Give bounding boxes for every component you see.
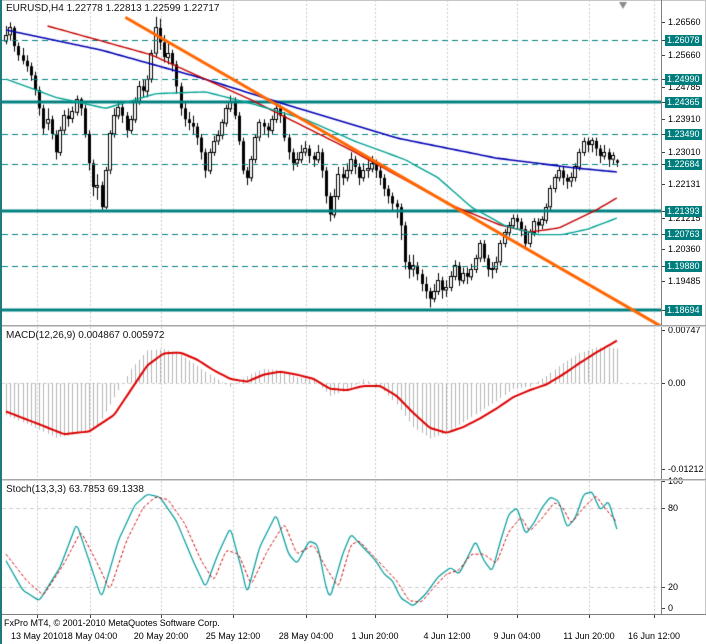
window-left-border [0, 0, 2, 644]
stoch-tick-label: 100 [668, 476, 684, 486]
panel-resize-separator[interactable] [0, 325, 706, 327]
time-tick-mark [589, 615, 590, 618]
price-tick-label: 1.21215 [668, 213, 701, 223]
price-tick-label: 1.24785 [668, 82, 701, 92]
price-tick-label: 1.26560 [668, 17, 701, 27]
time-tick-label: 1 Jun 20:00 [351, 631, 399, 641]
time-tick-label: 28 May 04:00 [278, 631, 334, 641]
copyright-text: FxPro MT4, © 2001-2010 MetaQuotes Softwa… [4, 618, 220, 628]
price-level-label: 1.21393 [665, 206, 702, 217]
scale-tick-mark [662, 184, 665, 185]
price-tick-label: 1.23910 [668, 114, 701, 124]
scale-tick-mark [662, 234, 665, 235]
scale-tick-mark [662, 281, 665, 282]
time-tick-mark [233, 615, 234, 618]
price-tick-label: 1.22131 [668, 179, 701, 189]
price-level-label: 1.22684 [665, 159, 702, 170]
scale-tick-mark [662, 152, 665, 153]
time-tick-mark [654, 615, 655, 618]
price-level-label: 1.19880 [665, 261, 702, 272]
scale-tick-mark [662, 211, 665, 212]
scale-tick-mark [662, 481, 665, 482]
macd-tick-label: -0.01212 [668, 464, 704, 474]
scale-tick-mark [662, 608, 665, 609]
macd-panel-title: MACD(12,26,9) 0.004867 0.005972 [6, 330, 165, 341]
scale-tick-mark [662, 469, 665, 470]
time-tick-label: 25 May 12:00 [205, 631, 261, 641]
scale-tick-mark [662, 22, 665, 23]
price-chart-plot[interactable] [2, 0, 661, 325]
time-tick-mark [90, 615, 91, 618]
price-panel-title: EURUSD,H4 1.22778 1.22813 1.22599 1.2271… [6, 3, 220, 14]
time-tick-mark [306, 615, 307, 618]
scale-tick-mark [662, 164, 665, 165]
price-level-label: 1.20763 [665, 229, 702, 240]
time-tick-mark [447, 615, 448, 618]
time-axis[interactable]: FxPro MT4, © 2001-2010 MetaQuotes Softwa… [0, 615, 706, 644]
scale-tick-mark [662, 587, 665, 588]
price-level-label: 1.26078 [665, 35, 702, 46]
time-tick-mark [161, 615, 162, 618]
price-tick-label: 1.19485 [668, 276, 701, 286]
price-tick-label: 1.20360 [668, 244, 701, 254]
scale-tick-mark [662, 102, 665, 103]
stoch-tick-label: 0 [668, 603, 674, 613]
scale-tick-mark [662, 218, 665, 219]
macd-tick-label: 0.00747 [668, 325, 701, 335]
time-tick-label: 18 May 04:00 [62, 631, 118, 641]
price-tick-label: 1.23010 [668, 147, 701, 157]
stoch-plot[interactable] [2, 481, 661, 614]
scale-tick-mark [662, 249, 665, 250]
price-tick-label: 1.25660 [668, 50, 701, 60]
time-tick-mark [37, 615, 38, 618]
time-tick-label: 13 May 2010 [10, 631, 64, 641]
scale-tick-mark [662, 310, 665, 311]
macd-tick-label: 0.00 [668, 378, 686, 388]
scale-tick-mark [662, 508, 665, 509]
macd-plot[interactable] [2, 327, 661, 479]
price-level-label: 1.24365 [665, 97, 702, 108]
scale-tick-mark [662, 40, 665, 41]
time-tick-label: 20 May 20:00 [133, 631, 189, 641]
time-tick-mark [375, 615, 376, 618]
stoch-panel-title: Stoch(13,3,3) 63.7853 69.1338 [6, 484, 144, 495]
scale-tick-mark [662, 79, 665, 80]
scale-tick-mark [662, 87, 665, 88]
panel-resize-separator[interactable] [0, 479, 706, 481]
scale-tick-mark [662, 134, 665, 135]
stoch-tick-label: 20 [668, 582, 679, 592]
price-level-label: 1.18694 [665, 305, 702, 316]
time-tick-mark [517, 615, 518, 618]
time-tick-label: 4 Jun 12:00 [423, 631, 471, 641]
scale-tick-mark [662, 330, 665, 331]
scale-tick-mark [662, 119, 665, 120]
stoch-tick-label: 80 [668, 503, 679, 513]
time-tick-label: 9 Jun 04:00 [493, 631, 541, 641]
scale-tick-mark [662, 266, 665, 267]
price-level-label: 1.24990 [665, 74, 702, 85]
axis-separator [0, 614, 706, 615]
price-level-label: 1.23490 [665, 129, 702, 140]
price-scale-separator [661, 0, 662, 614]
scale-tick-mark [662, 55, 665, 56]
time-tick-label: 16 Jun 12:00 [627, 631, 681, 641]
price-scale[interactable]: 1.26560 1.25660 1.24785 1.23910 1.23010 1.221… [662, 0, 706, 614]
scale-tick-mark [662, 383, 665, 384]
time-tick-label: 11 Jun 20:00 [563, 631, 615, 641]
